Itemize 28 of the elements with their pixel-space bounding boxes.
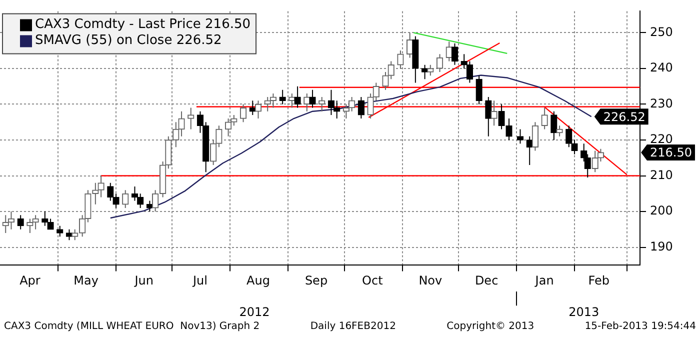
- data-label: 226.52: [603, 110, 646, 124]
- x-tick-label: Apr: [20, 274, 40, 288]
- text: 15-Feb-2013 19:54:44: [584, 321, 696, 332]
- y-tick-label: 250: [650, 24, 673, 39]
- text: 216.50: [650, 146, 692, 160]
- y-tick-label: 210: [650, 168, 673, 182]
- x-tick-label: Dec: [474, 274, 498, 288]
- x-tick-label: Feb: [588, 274, 610, 288]
- text: Copyright© 2013: [446, 321, 534, 332]
- y-tick-label: 220: [650, 132, 673, 146]
- y-tick-label: 190: [650, 239, 673, 254]
- text: CAX3 Comdty (MILL WHEAT EURO Nov13) Graph 2: [4, 321, 260, 332]
- x-tick-label: Oct: [362, 274, 384, 288]
- x-tick-label: Jan: [534, 274, 554, 288]
- text: Daily 16FEB2012: [310, 321, 396, 332]
- x-tick-label: Nov: [418, 274, 442, 288]
- y-tick-label: 240: [650, 60, 673, 75]
- x2-tick-label: 2012: [239, 304, 270, 319]
- y-tick-label: 200: [650, 204, 673, 218]
- x-tick-label: May: [74, 274, 98, 288]
- x-tick-label: Sep: [304, 274, 328, 288]
- x2-tick-label: 2013: [568, 304, 600, 319]
- y-tick-label: 230: [650, 96, 673, 110]
- x-tick-label: Aug: [246, 274, 270, 288]
- x-tick-label: Jul: [192, 274, 208, 288]
- legend-label: SMAVG (55) on Close 226.52: [35, 33, 222, 48]
- x-tick-label: Jun: [134, 274, 154, 288]
- legend-label: CAX3 Comdty - Last Price 216.50: [35, 17, 251, 32]
